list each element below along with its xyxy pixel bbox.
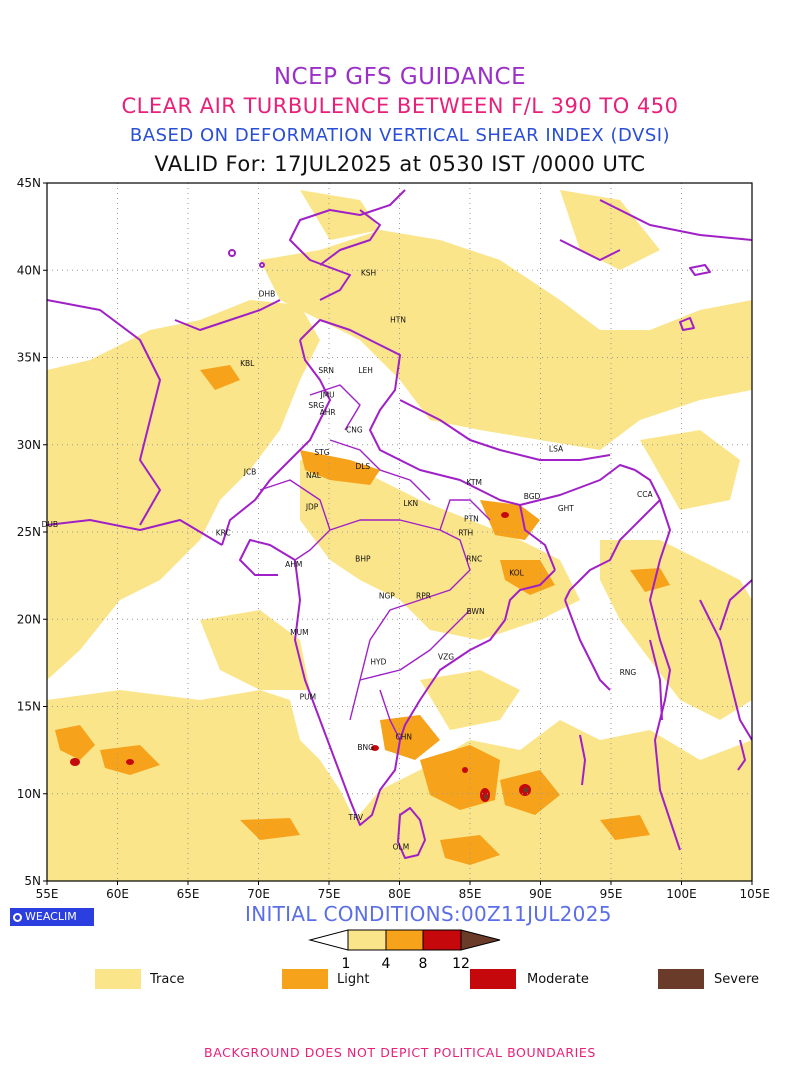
lon-label: 105E bbox=[740, 887, 771, 901]
city-label-bhp: BHP bbox=[355, 555, 371, 564]
turbulence-colorbar bbox=[308, 929, 501, 951]
lon-label: 85E bbox=[459, 887, 482, 901]
city-label-rpr: RPR bbox=[416, 591, 431, 600]
colorbar-tick-4: 4 bbox=[382, 956, 391, 972]
colorbar-min-arrow bbox=[308, 929, 349, 951]
lat-label: 45N bbox=[17, 176, 41, 190]
city-label-kol: KOL bbox=[509, 569, 524, 578]
initial-conditions: INITIAL CONDITIONS:00Z11JUL2025 bbox=[245, 902, 612, 926]
lon-label: 70E bbox=[247, 887, 270, 901]
lat-label: 5N bbox=[24, 874, 41, 888]
colorbar-tick-8: 8 bbox=[419, 956, 428, 972]
lat-label: 25N bbox=[17, 525, 41, 539]
light-turbulence-areas bbox=[55, 365, 670, 865]
city-label-jcb: JCB bbox=[243, 467, 257, 476]
city-label-nal: NAL bbox=[306, 471, 322, 480]
legend-moderate-label: Moderate bbox=[527, 972, 589, 987]
city-label-hyd: HYD bbox=[370, 658, 386, 667]
lon-label: 60E bbox=[106, 887, 129, 901]
lon-label: 75E bbox=[318, 887, 341, 901]
legend-moderate-swatch bbox=[470, 969, 516, 989]
legend-trace-swatch bbox=[95, 969, 141, 989]
colorbar-moderate-segment bbox=[422, 929, 462, 951]
city-label-bng: BNG bbox=[357, 743, 374, 752]
legend-light-swatch bbox=[282, 969, 328, 989]
legend-trace-label: Trace bbox=[150, 972, 185, 987]
city-label-trv: TRV bbox=[348, 813, 364, 822]
city-label-bgd: BGD bbox=[524, 492, 541, 501]
city-label-bwn: BWN bbox=[467, 607, 485, 616]
city-label-cca: CCA bbox=[637, 490, 653, 499]
colorbar-tick-1: 1 bbox=[342, 956, 351, 972]
legend-light-label: Light bbox=[337, 972, 370, 987]
city-label-mum: MUM bbox=[290, 628, 308, 637]
chart-subtitle: CLEAR AIR TURBULENCE BETWEEN F/L 390 TO … bbox=[121, 94, 679, 118]
lon-label: 95E bbox=[600, 887, 623, 901]
city-label-ght: GHT bbox=[558, 504, 574, 513]
city-label-dub: DUB bbox=[42, 520, 58, 529]
city-label-cng: CNG bbox=[346, 426, 363, 435]
colorbar-severe-arrow bbox=[460, 929, 501, 951]
valid-time: VALID For: 17JUL2025 at 0530 IST /0000 U… bbox=[154, 152, 646, 176]
city-label-olm: OLM bbox=[393, 843, 410, 852]
city-label-srn: SRN bbox=[318, 366, 334, 375]
lon-label: 90E bbox=[529, 887, 552, 901]
city-label-vzg: VZG bbox=[438, 652, 454, 661]
city-label-ptn: PTN bbox=[464, 515, 479, 524]
city-label-leh: LEH bbox=[358, 366, 373, 375]
lon-label: 55E bbox=[36, 887, 59, 901]
colorbar-light-segment bbox=[385, 929, 424, 951]
longitude-labels: 55E 60E 65E 70E 75E 80E 85E 90E 95E 100E 105E bbox=[36, 887, 770, 901]
city-label-ktm: KTM bbox=[467, 478, 482, 487]
colorbar-tick-12: 12 bbox=[452, 956, 470, 972]
city-label-htn: HTN bbox=[390, 316, 406, 325]
latitude-labels: 45N 40N 35N 30N 25N 20N 15N 10N 5N bbox=[17, 176, 41, 888]
city-label-kbl: KBL bbox=[240, 359, 255, 368]
lat-label: 30N bbox=[17, 438, 41, 452]
weaclim-logo: WEACLIM bbox=[10, 908, 94, 926]
index-description: BASED ON DEFORMATION VERTICAL SHEAR INDE… bbox=[129, 125, 671, 146]
lat-label: 35N bbox=[17, 351, 41, 365]
boundary-lines bbox=[47, 189, 752, 859]
legend-severe-label: Severe bbox=[714, 972, 759, 987]
trace-turbulence-areas bbox=[47, 190, 752, 881]
city-label-rnc: RNC bbox=[466, 555, 482, 564]
city-label-krc: KRC bbox=[216, 528, 231, 537]
city-label-pum: PUM bbox=[300, 693, 316, 702]
logo-ring-icon bbox=[13, 913, 22, 922]
city-label-jdp: JDP bbox=[305, 502, 319, 511]
lon-label: 100E bbox=[666, 887, 697, 901]
city-label-ahm: AHM bbox=[285, 560, 302, 569]
chart-title: NCEP GFS GUIDANCE bbox=[273, 64, 527, 90]
legend-severe-swatch bbox=[658, 969, 704, 989]
city-label-ahr: AHR bbox=[320, 408, 336, 417]
logo-text: WEACLIM bbox=[25, 910, 77, 923]
city-label-dls: DLS bbox=[355, 462, 370, 471]
city-label-stg: STG bbox=[314, 448, 329, 457]
city-label-rng: RNG bbox=[620, 668, 637, 677]
severe-turbulence-areas bbox=[484, 787, 529, 800]
lat-label: 20N bbox=[17, 612, 41, 626]
city-label-dhb: DHB bbox=[259, 289, 276, 298]
lat-label: 10N bbox=[17, 787, 41, 801]
city-label-ngp: NGP bbox=[379, 591, 395, 600]
lon-label: 65E bbox=[177, 887, 200, 901]
city-label-rth: RTH bbox=[458, 528, 473, 537]
city-label-chn: CHN bbox=[395, 733, 412, 742]
footer-disclaimer: BACKGROUND DOES NOT DEPICT POLITICAL BOU… bbox=[204, 1045, 596, 1060]
city-label-lkn: LKN bbox=[403, 499, 418, 508]
lat-label: 40N bbox=[17, 263, 41, 277]
city-label-srg: SRG bbox=[308, 401, 324, 410]
city-label-ksh: KSH bbox=[361, 268, 376, 277]
axis-ticks bbox=[43, 182, 753, 885]
city-label-jmu: JMU bbox=[319, 391, 334, 400]
colorbar-trace-segment bbox=[347, 929, 387, 951]
city-label-lsa: LSA bbox=[549, 445, 564, 454]
lon-label: 80E bbox=[388, 887, 411, 901]
lat-label: 15N bbox=[17, 700, 41, 714]
